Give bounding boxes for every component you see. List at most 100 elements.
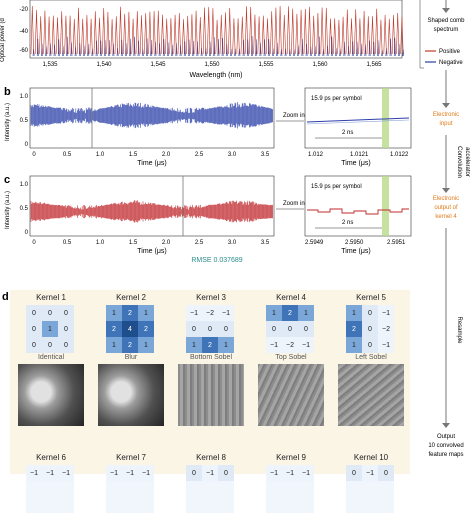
side-label-input: Electronic <box>433 112 459 118</box>
kernel-value <box>378 481 394 497</box>
kernel-card: Kernel 3 −1 −2 −1 0 0 0 1 2 1 Bottom Sobel <box>174 292 248 426</box>
legend-positive-label: Positive <box>439 49 461 55</box>
kernel-matrix: −1 −1 −1 <box>266 465 314 513</box>
inset-b-xtick: 1.0121 <box>350 152 369 158</box>
feature-map-image <box>98 364 164 426</box>
kernel-label: Identical <box>37 354 65 361</box>
kernel-value: 0 <box>298 321 314 337</box>
kernel-value: 0 <box>378 465 394 481</box>
inset-c-xtick: 2.5950 <box>345 240 364 246</box>
panel-c: c Intensity (a.u.) 1.0 0.5 0 0 0.5 1.0 1.5 2… <box>4 174 459 264</box>
xtick-label: 2.0 <box>162 240 171 246</box>
kernel-card: Kernel 10 0 −1 0 <box>334 452 408 513</box>
kernel-value: 0 <box>362 305 378 321</box>
kernel-value <box>346 481 362 497</box>
xtick-label: 3.0 <box>228 240 237 246</box>
side-label-comb: spectrum <box>434 27 459 33</box>
panel-a-xtick: 1,545 <box>150 62 166 68</box>
panel-c-ytick: 0 <box>25 230 29 236</box>
side-label-output: output of <box>434 205 458 211</box>
flow-arrow-head <box>442 103 450 108</box>
kernel-value: 0 <box>282 321 298 337</box>
panel-a-ytick: -20 <box>19 7 28 13</box>
kernel-label: Left Sobel <box>355 354 387 361</box>
inset-c-xtick: 2.5949 <box>305 240 324 246</box>
kernel-name: Kernel 4 <box>276 293 306 302</box>
kernel-value: −1 <box>362 465 378 481</box>
panel-b-xlabel: Time (μs) <box>137 160 166 167</box>
panel-a-xticks: 1,535 1,540 1,545 1,550 1,555 1,560 1,56… <box>42 62 382 68</box>
panel-b-axes <box>29 87 275 149</box>
panel-a-xtick: 1,535 <box>42 62 58 68</box>
kernel-matrix: 0 −1 0 <box>346 465 394 513</box>
feature-map-image <box>18 364 84 426</box>
trace-line <box>30 102 273 129</box>
kernel-value: 2 <box>106 321 122 337</box>
kernel-value <box>122 481 138 497</box>
panel-a-xtick: 1,560 <box>312 62 328 68</box>
kernel-value: −1 <box>186 305 202 321</box>
kernel-matrix: 1 0 −1 2 0 −2 1 0 −1 <box>346 305 394 353</box>
panel-letter-d: d <box>2 291 9 303</box>
kernel-value: 0 <box>346 465 362 481</box>
kernel-value: 0 <box>218 465 234 481</box>
panel-letter-b: b <box>4 86 11 98</box>
panel-c-axes <box>29 175 275 237</box>
kernel-name: Kernel 1 <box>36 293 66 302</box>
xtick-label: 0.5 <box>63 240 72 246</box>
inset-b-xtick: 1.0122 <box>390 152 409 158</box>
kernel-card: Kernel 6 −1 −1 −1 <box>14 452 88 513</box>
kernel-value <box>266 497 282 513</box>
kernel-matrix: −1 −2 −1 0 0 0 1 2 1 <box>186 305 234 353</box>
kernel-value: 0 <box>26 337 42 353</box>
resample-label: Resample <box>456 316 462 344</box>
kernel-value <box>282 481 298 497</box>
panel-a-axes <box>29 0 403 59</box>
panel-b-ylabel: Intensity (a.u.) <box>5 103 11 141</box>
kernel-value: 0 <box>42 337 58 353</box>
kernel-value <box>202 497 218 513</box>
feature-map-image <box>178 364 244 426</box>
kernel-value <box>266 481 282 497</box>
panel-a-xtick: 1,540 <box>96 62 112 68</box>
kernel-value: −1 <box>26 465 42 481</box>
kernel-value <box>58 497 74 513</box>
inset-b-trace-shadow <box>306 119 410 125</box>
kernel-value: 1 <box>138 337 154 353</box>
kernel-value: 2 <box>202 337 218 353</box>
kernel-matrix: 0 −1 0 <box>186 465 234 513</box>
panel-b-xticks: 0 0.5 1.0 1.5 2.0 2.5 3.0 3.5 <box>32 152 270 158</box>
panel-c-xlabel: Time (μs) <box>137 248 166 255</box>
kernel-value: −1 <box>266 337 282 353</box>
kernel-value: −1 <box>266 465 282 481</box>
side-label-output: kernel 4 <box>435 214 457 220</box>
kernel-value <box>122 497 138 513</box>
xtick-label: 0 <box>32 240 36 246</box>
kernel-value: −1 <box>106 465 122 481</box>
kernel-card: Kernel 1 0 0 0 0 1 0 0 0 0 Identical <box>14 292 88 426</box>
kernel-value: 0 <box>362 321 378 337</box>
xtick-label: 3.5 <box>261 240 270 246</box>
panel-a: Optical power (d -20 -40 -60 Positive Ne… <box>0 0 465 79</box>
kernel-value: 1 <box>138 305 154 321</box>
inset-b-xlabel: Time (μs) <box>341 160 370 167</box>
flow-arrow-head <box>442 423 450 428</box>
kernel-value <box>138 481 154 497</box>
xtick-label: 3.0 <box>228 152 237 158</box>
panel-a-xtick: 1,565 <box>366 62 382 68</box>
zoom-label: Zoom in <box>283 113 305 119</box>
kernel-value <box>42 481 58 497</box>
xtick-label: 2.0 <box>162 152 171 158</box>
panel-a-xtick: 1,555 <box>258 62 274 68</box>
kernel-value: −1 <box>298 465 314 481</box>
kernel-value: −1 <box>282 465 298 481</box>
kernel-value: 0 <box>218 321 234 337</box>
xtick-label: 1.5 <box>129 240 138 246</box>
convolution-label: accelerator <box>464 147 470 177</box>
xtick-label: 2.5 <box>195 240 204 246</box>
kernel-value: 1 <box>106 337 122 353</box>
kernel-card: Kernel 8 0 −1 0 <box>174 452 248 513</box>
zoom-label: Zoom in <box>283 201 305 207</box>
output-trace <box>30 200 273 223</box>
kernel-name: Kernel 9 <box>276 453 306 462</box>
